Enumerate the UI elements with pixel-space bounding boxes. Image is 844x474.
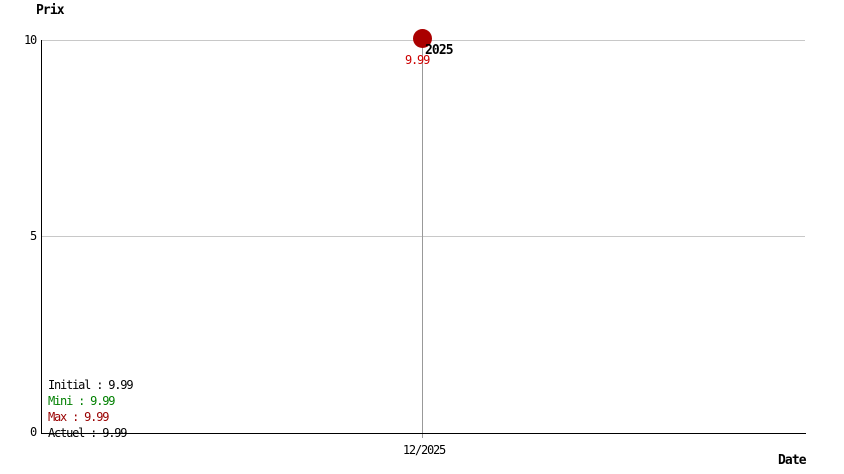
x-axis-line xyxy=(41,433,806,434)
gridline-x-12-2025 xyxy=(422,40,423,438)
legend-mini: Mini : 9.99 xyxy=(48,394,115,408)
data-point-12-2025 xyxy=(413,29,432,48)
x-tick-label-12-2025: 12/2025 xyxy=(402,443,446,457)
point-year-label: 2025 xyxy=(425,43,454,58)
legend-max: Max : 9.99 xyxy=(48,410,109,424)
y-tick-label-10: 10 xyxy=(23,33,37,47)
y-tick-label-0: 0 xyxy=(29,425,37,439)
legend-initial: Initial : 9.99 xyxy=(48,378,134,392)
gridline-y-5 xyxy=(42,236,805,237)
y-axis-title: Prix xyxy=(36,3,65,18)
legend: Initial : 9.99 Mini : 9.99 Max : 9.99 Ac… xyxy=(48,377,134,441)
y-axis-line xyxy=(41,40,42,433)
legend-actuel: Actuel : 9.99 xyxy=(48,426,128,440)
x-axis-title: Date xyxy=(778,453,807,468)
y-tick-label-5: 5 xyxy=(29,229,37,243)
point-value-label: 9.99 xyxy=(405,53,430,67)
